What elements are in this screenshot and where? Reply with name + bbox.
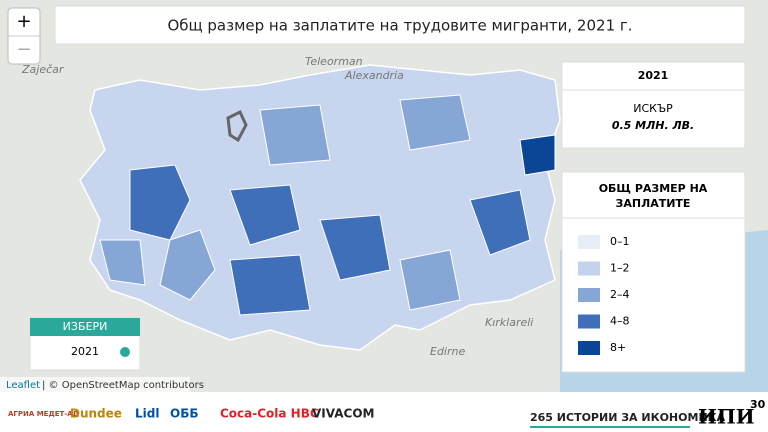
footer	[0, 392, 768, 432]
anniversary: 30	[750, 398, 766, 411]
info-year: 2021	[638, 69, 669, 82]
legend-swatch	[578, 341, 600, 355]
info-region: ИСКЪР	[633, 102, 673, 115]
sponsor-logo: Lidl	[135, 407, 159, 421]
legend-swatch	[578, 288, 600, 302]
map-label: Kırklareli	[485, 316, 533, 329]
selected-region[interactable]	[226, 109, 248, 143]
zoom-in[interactable]: +	[16, 11, 31, 32]
legend-label: 8+	[610, 341, 626, 354]
selector-year[interactable]: 2021	[71, 345, 99, 358]
legend-label: 1–2	[610, 262, 630, 275]
legend-label: 2–4	[610, 288, 630, 301]
info-box	[561, 61, 746, 149]
map-label: Teleorman	[305, 55, 363, 68]
info-value: 0.5 МЛН. ЛВ.	[612, 119, 694, 132]
sponsor-logo: VIVACOM	[312, 407, 374, 421]
legend-label: 4–8	[610, 315, 630, 328]
selector-title: ИЗБЕРИ	[63, 320, 108, 333]
legend-swatch	[578, 261, 600, 276]
sponsor-logo: ОББ	[170, 407, 199, 421]
legend-swatch	[578, 314, 600, 329]
title-box	[54, 5, 746, 45]
legend-title: ОБЩ РАЗМЕР НА	[599, 182, 708, 195]
legend-swatch	[578, 235, 600, 249]
sponsor-logo: Dundee	[70, 407, 122, 421]
sponsor-logo: АГРИА МЕДЕТ-АД	[8, 410, 79, 418]
tagline: 265 ИСТОРИИ ЗА ИКОНОМИКА	[530, 411, 726, 424]
map-label: Zaječar	[21, 63, 65, 76]
attribution-link[interactable]: Leaflet	[6, 380, 40, 391]
selector-dot[interactable]	[120, 347, 130, 357]
legend-title: ЗАПЛАТИТЕ	[616, 197, 691, 210]
zoom-out[interactable]: −	[16, 39, 31, 60]
map-label: Alexandria	[344, 69, 404, 82]
brand: ИПИ	[698, 405, 755, 429]
regions	[99, 94, 556, 316]
map-label: Edirne	[430, 345, 465, 358]
sponsor-logo: Coca-Cola HBC	[220, 407, 319, 421]
legend-label: 0–1	[610, 235, 630, 248]
attribution: | © OpenStreetMap contributors	[42, 380, 204, 391]
selector-header	[30, 318, 140, 336]
title: Общ размер на заплатите на трудовите миг…	[167, 17, 632, 35]
